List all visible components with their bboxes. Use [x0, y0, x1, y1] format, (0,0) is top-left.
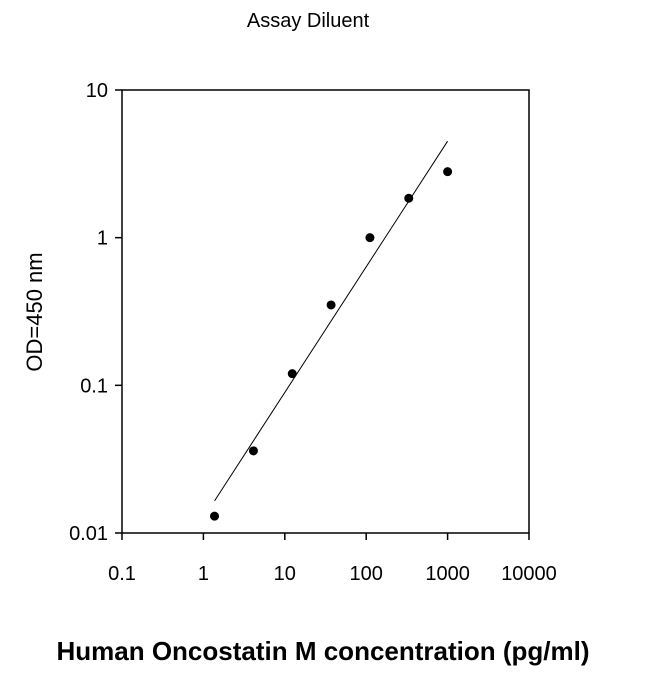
data-point — [210, 511, 220, 521]
data-point — [404, 193, 414, 203]
data-point — [287, 369, 297, 379]
chart-title: Assay Diluent — [247, 10, 370, 32]
x-tick-label: 0.1 — [108, 563, 136, 585]
y-tick-label: 0.01 — [69, 523, 108, 545]
y-tick-label: 1 — [97, 228, 108, 250]
data-points — [210, 167, 453, 521]
plot-area — [121, 89, 530, 534]
x-tick-label: 10000 — [501, 563, 557, 585]
trendline — [214, 140, 449, 502]
y-tick-label: 10 — [86, 80, 108, 102]
y-axis: 0.01 0.1 1 10 — [69, 80, 122, 545]
data-point — [443, 167, 453, 177]
y-tick-label: 0.1 — [80, 375, 108, 397]
x-tick-label: 1 — [198, 563, 209, 585]
data-point — [248, 446, 258, 456]
data-point — [365, 233, 375, 243]
x-axis-label: Human Oncostatin M concentration (pg/ml) — [56, 636, 589, 666]
x-tick-label: 100 — [350, 563, 383, 585]
x-tick-label: 10 — [274, 563, 296, 585]
y-axis-label: OD=450 nm — [22, 252, 47, 371]
data-point — [326, 300, 336, 310]
x-axis: 0.1 1 10 100 1000 10000 — [108, 533, 557, 585]
x-tick-label: 1000 — [425, 563, 470, 585]
